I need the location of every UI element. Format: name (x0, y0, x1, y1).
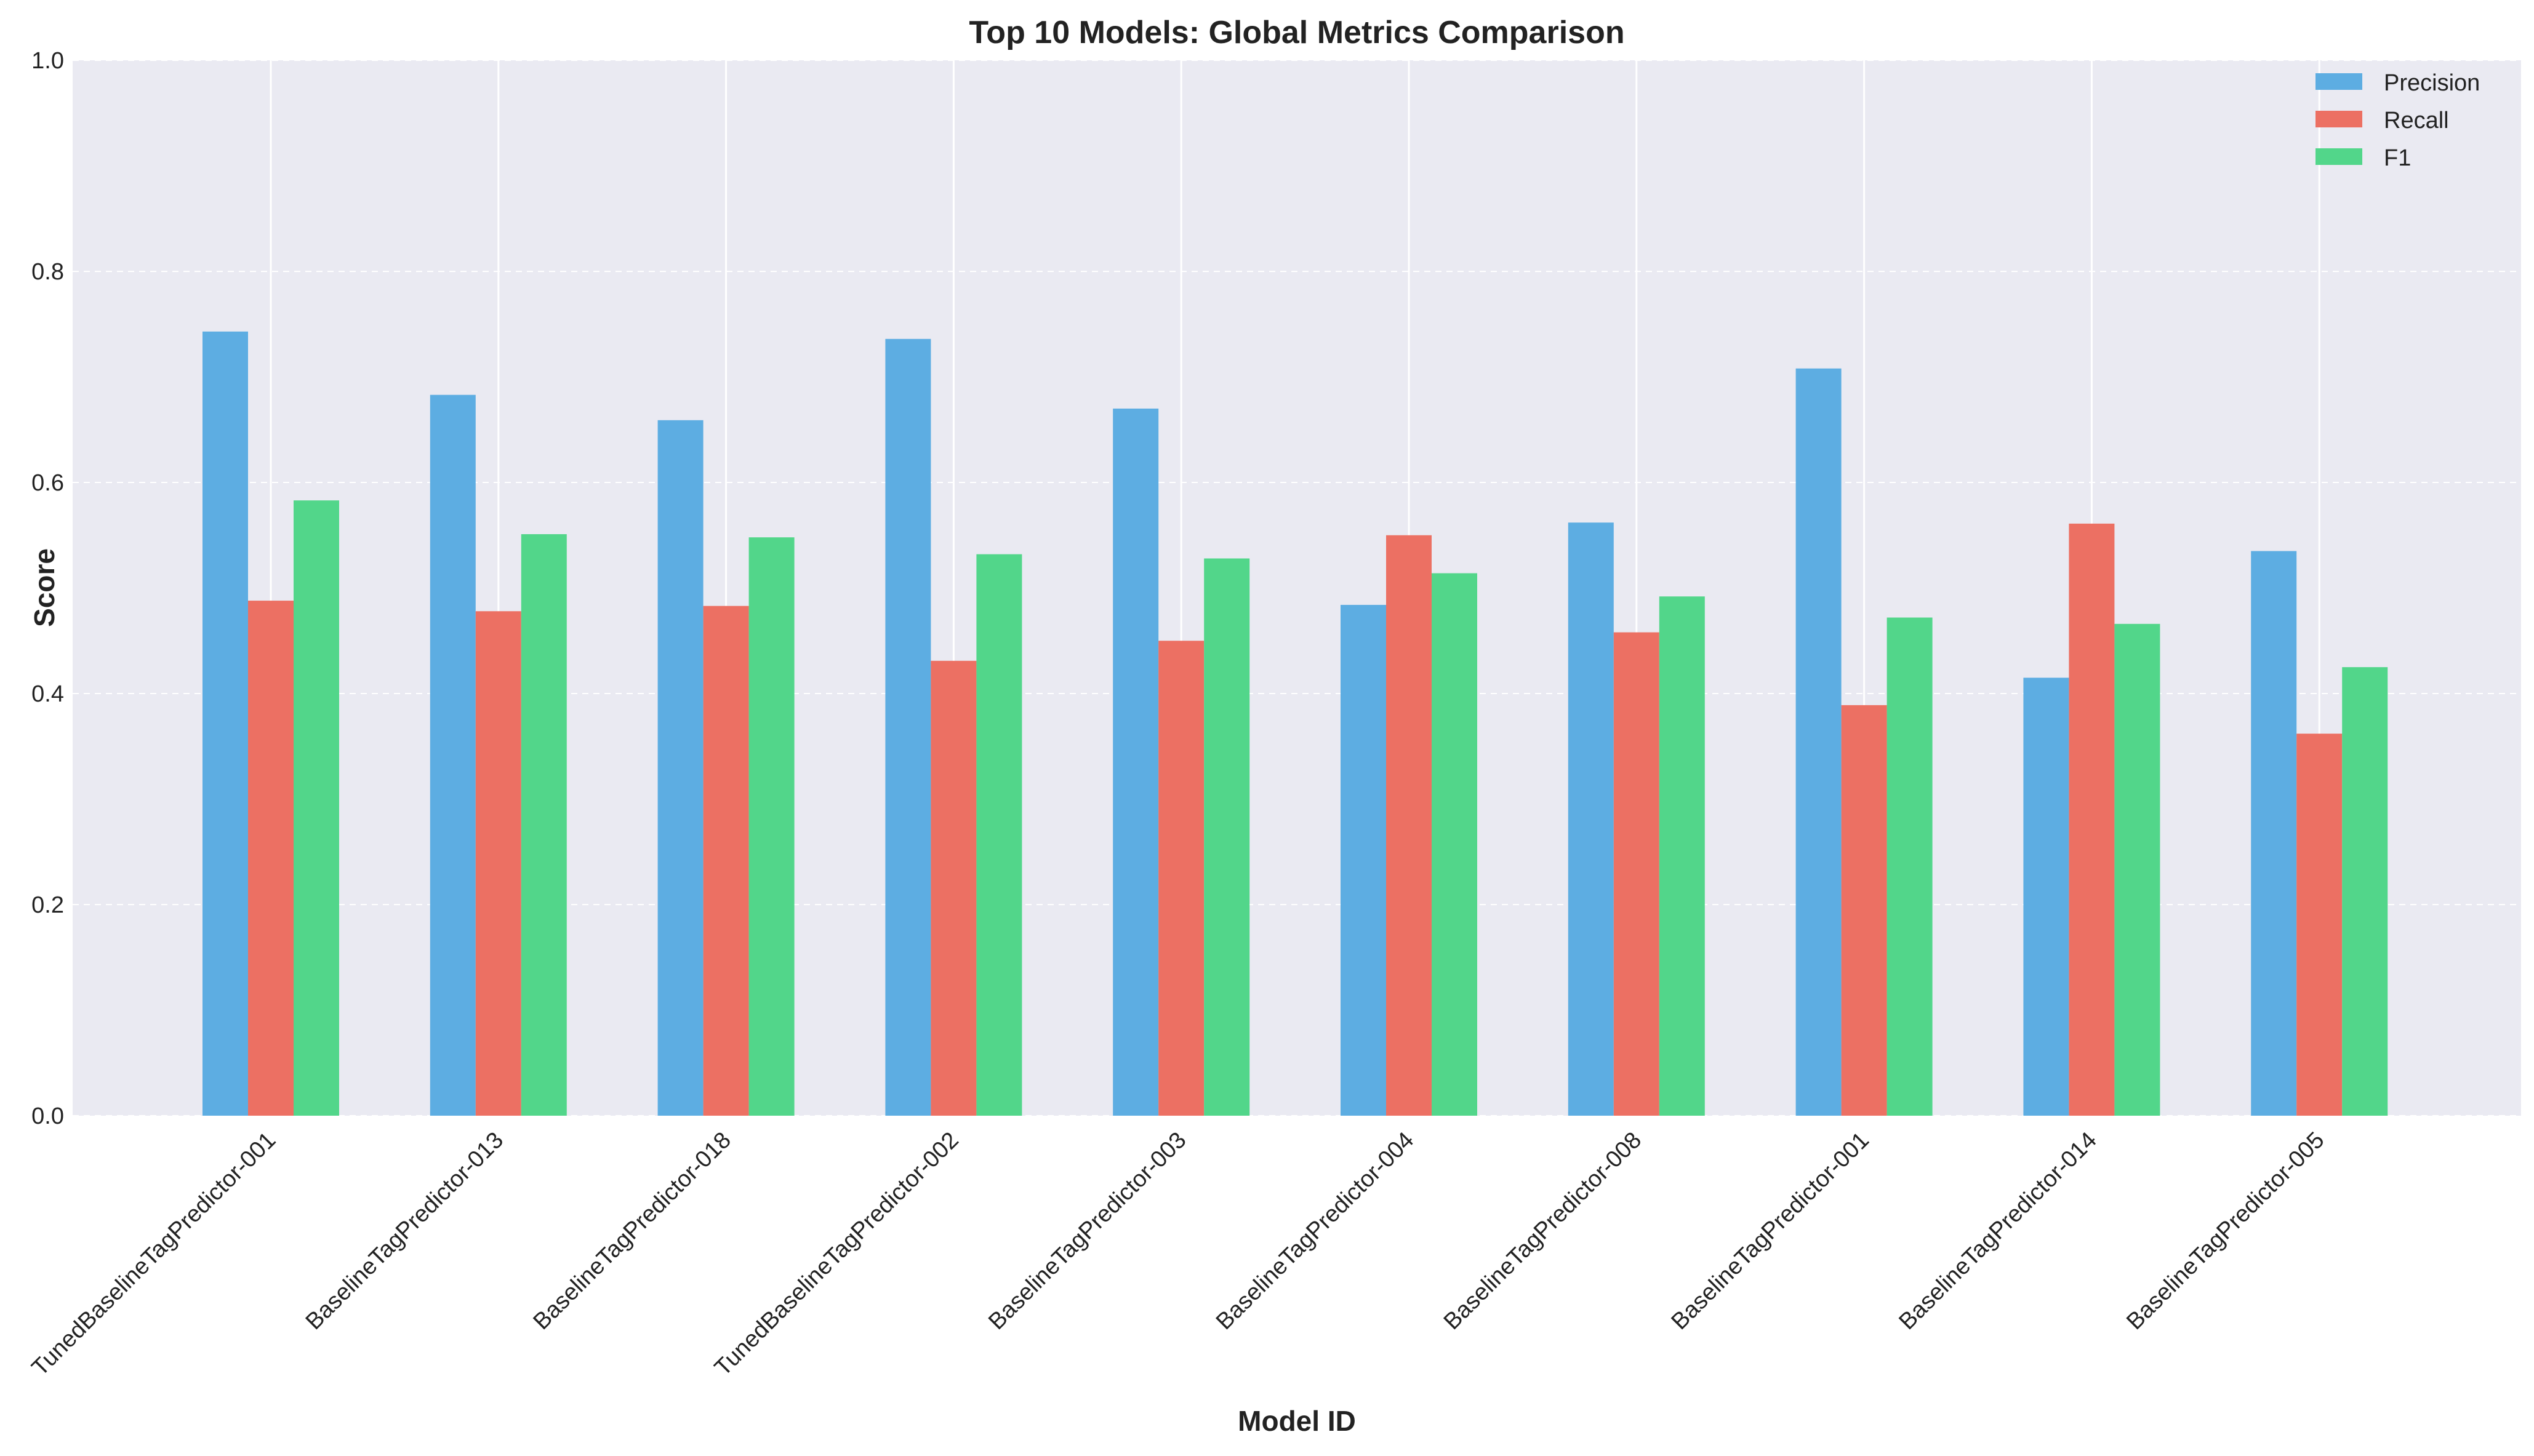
bar-f1-7 (1886, 617, 1933, 1116)
y-axis-label: Score (28, 548, 60, 627)
y-tick-label: 0.2 (31, 892, 64, 918)
legend-swatch-f1 (2315, 148, 2362, 165)
bar-precision-3 (885, 338, 931, 1116)
bar-recall-3 (931, 660, 977, 1116)
x-tick-label: TunedBaselineTagPredictor-002 (710, 1127, 964, 1382)
chart-title: Top 10 Models: Global Metrics Comparison (969, 15, 1624, 50)
x-tick-label: BaselineTagPredictor-004 (1211, 1127, 1419, 1335)
bar-recall-7 (1841, 705, 1887, 1116)
bar-precision-0 (202, 331, 248, 1116)
bars-layer (202, 331, 2388, 1116)
bar-f1-6 (1659, 596, 1705, 1116)
y-tick-label: 0.4 (31, 681, 64, 707)
legend: Precision Recall F1 (2315, 70, 2480, 171)
bar-precision-5 (1341, 604, 1386, 1116)
bar-f1-5 (1432, 573, 1477, 1116)
legend-swatch-precision (2315, 73, 2362, 90)
bar-recall-5 (1386, 535, 1432, 1116)
legend-label-f1: F1 (2384, 145, 2411, 171)
bar-precision-4 (1113, 408, 1159, 1116)
bar-f1-4 (1204, 558, 1250, 1116)
y-tick-label: 1.0 (31, 48, 64, 74)
bar-f1-8 (2114, 623, 2160, 1116)
bar-recall-4 (1158, 641, 1205, 1116)
bar-precision-1 (430, 394, 476, 1116)
legend-swatch-recall (2315, 111, 2362, 127)
bar-precision-2 (657, 420, 704, 1116)
bar-recall-8 (2069, 523, 2115, 1116)
bar-recall-6 (1613, 632, 1659, 1116)
x-tick-label: TunedBaselineTagPredictor-001 (27, 1127, 281, 1382)
bar-precision-8 (2023, 678, 2069, 1116)
bar-f1-1 (521, 534, 567, 1116)
x-tick-label: BaselineTagPredictor-018 (529, 1127, 736, 1335)
x-tick-label: BaselineTagPredictor-005 (2122, 1127, 2329, 1335)
bar-precision-6 (1568, 522, 1614, 1116)
y-tick-label: 0.6 (31, 470, 64, 496)
bar-precision-9 (2251, 551, 2297, 1116)
y-axis-ticks: 0.0 0.2 0.4 0.6 0.8 1.0 (31, 48, 64, 1129)
x-tick-label: BaselineTagPredictor-013 (301, 1127, 508, 1335)
bar-recall-9 (2296, 734, 2343, 1116)
x-tick-label: BaselineTagPredictor-001 (1667, 1127, 1874, 1335)
bar-f1-3 (976, 554, 1022, 1116)
y-tick-label: 0.8 (31, 259, 64, 285)
y-tick-label: 0.0 (31, 1103, 64, 1129)
bar-recall-2 (703, 606, 749, 1116)
x-tick-label: BaselineTagPredictor-003 (984, 1127, 1191, 1335)
x-tick-label: BaselineTagPredictor-008 (1439, 1127, 1646, 1335)
legend-label-recall: Recall (2384, 108, 2449, 134)
bar-recall-1 (475, 611, 521, 1116)
bar-f1-0 (294, 500, 339, 1116)
x-axis-ticks: TunedBaselineTagPredictor-001 BaselineTag… (27, 1127, 2330, 1382)
legend-label-precision: Precision (2384, 70, 2480, 96)
x-axis-label: Model ID (1238, 1405, 1356, 1437)
bar-recall-0 (248, 601, 294, 1116)
bar-f1-9 (2342, 667, 2388, 1116)
bar-f1-2 (748, 537, 795, 1116)
x-tick-label: BaselineTagPredictor-014 (1894, 1127, 2101, 1335)
bar-precision-7 (1795, 368, 1842, 1116)
